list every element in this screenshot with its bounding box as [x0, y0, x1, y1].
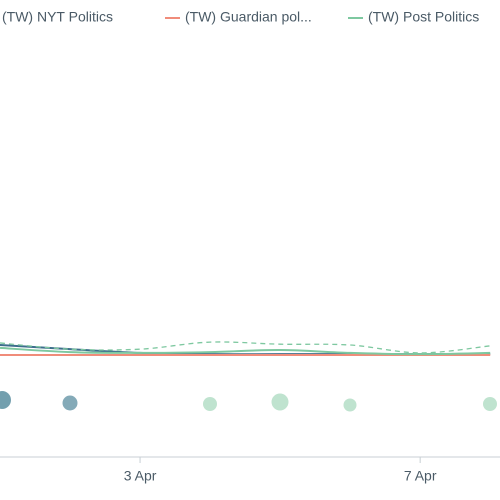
event-markers: [0, 391, 497, 412]
event-dot: [0, 391, 11, 409]
event-dot: [62, 395, 78, 411]
event-dot: [483, 397, 497, 411]
series-line: [0, 346, 491, 356]
event-dot: [343, 398, 357, 412]
event-dot: [271, 393, 289, 411]
legend-label: (TW) Guardian pol...: [185, 9, 312, 25]
event-dot: [203, 397, 217, 411]
series-line: [0, 341, 491, 354]
x-tick-label: 7 Apr: [404, 468, 437, 484]
legend-label: (TW) NYT Politics: [2, 9, 113, 25]
legend-label: (TW) Post Politics: [368, 9, 479, 25]
x-tick-label: 3 Apr: [124, 468, 157, 484]
